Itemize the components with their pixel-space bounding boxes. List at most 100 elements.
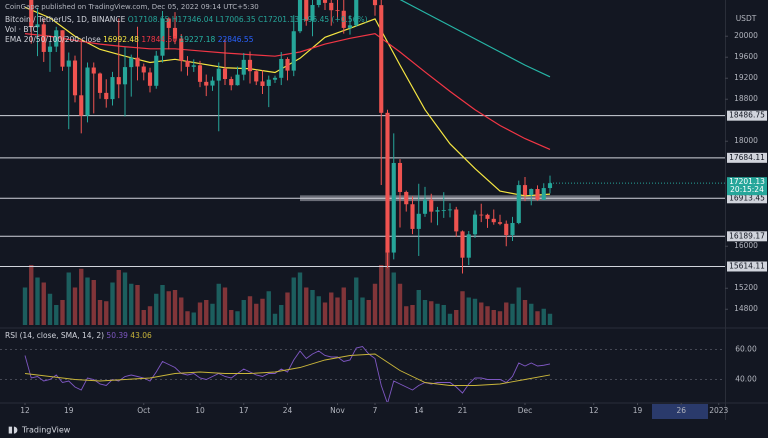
candle-body <box>122 67 128 85</box>
x-tick-label: Oct <box>137 406 150 415</box>
volume-bar <box>41 282 46 325</box>
x-tick-label: 24 <box>283 406 293 415</box>
candle-body <box>316 0 321 5</box>
candle-body <box>485 214 490 219</box>
candle-body <box>516 185 521 223</box>
candle-body <box>110 77 115 100</box>
candle-body <box>235 74 240 86</box>
volume-bar <box>122 272 128 325</box>
x-tick-label: 10 <box>195 406 205 415</box>
brand-logo: ▮◗ <box>8 426 18 436</box>
volume-bar <box>216 283 221 325</box>
candle-body <box>479 214 484 216</box>
candle-body <box>247 59 253 72</box>
volume-bar <box>366 300 371 325</box>
candle-body <box>197 65 203 82</box>
candle-body <box>541 188 546 200</box>
volume-bar <box>204 300 209 325</box>
volume-bar <box>22 287 28 325</box>
candle-body <box>529 189 534 196</box>
volume-bar <box>222 287 228 325</box>
volume-bar <box>454 310 459 325</box>
volume-bar <box>54 305 59 325</box>
volume-bar <box>335 297 340 325</box>
candle-body <box>329 2 334 11</box>
ema-legend: EMA 20/50/100/200 close 16992.48 17844.5… <box>5 35 254 44</box>
volume-bar <box>529 303 534 325</box>
y-tick-label: 18800 <box>734 94 758 103</box>
candle-body <box>185 60 190 67</box>
volume-bar <box>466 297 471 325</box>
candle-body <box>416 213 421 229</box>
volume-bar <box>285 292 290 325</box>
ema-value: 16992.48 <box>103 35 139 44</box>
volume-bar <box>304 287 309 325</box>
last-price-label: 17201.13 <box>729 177 765 186</box>
candle-body <box>322 0 328 3</box>
candle-body <box>135 57 140 67</box>
candle-body <box>54 30 59 47</box>
footer <box>0 420 768 438</box>
candle-body <box>160 18 165 56</box>
candle-body <box>272 77 278 80</box>
volume-bar <box>410 305 415 325</box>
volume-bar <box>79 268 84 325</box>
candle-body <box>129 57 134 68</box>
y-tick-label: 16000 <box>734 241 758 250</box>
rsi-sma-line <box>24 353 551 386</box>
y-tick-label: 19200 <box>734 73 758 82</box>
x-tick-label: 19 <box>633 406 643 415</box>
candle-body <box>72 60 78 96</box>
volume-bar <box>110 282 115 325</box>
candle-body <box>147 72 153 86</box>
volume-bar <box>191 312 196 325</box>
candle-body <box>172 27 178 39</box>
volume-bar <box>504 302 509 325</box>
candle-body <box>522 185 528 196</box>
x-tick-label: 17 <box>239 406 249 415</box>
candle-body <box>216 68 221 81</box>
x-tick-label: 2023 <box>709 406 728 415</box>
candle-body <box>291 31 296 71</box>
volume-bar <box>29 265 34 325</box>
candle-body <box>266 79 271 86</box>
ema-line <box>24 32 551 150</box>
volume-bar <box>472 298 478 325</box>
ema-value: 22846.55 <box>218 35 254 44</box>
y-tick-label: 19600 <box>734 52 758 61</box>
candle-body <box>391 162 396 253</box>
candle-body <box>260 81 265 86</box>
volume-bar <box>385 250 390 325</box>
rsi-line <box>24 345 551 402</box>
time-range-highlight <box>652 404 708 419</box>
rsi-value: 50.39 <box>106 331 128 340</box>
candle-body <box>497 222 503 224</box>
volume-bar <box>172 290 178 325</box>
volume-bar <box>279 305 284 325</box>
candle-body <box>410 204 415 229</box>
level-label: 16189.17 <box>729 231 765 240</box>
x-tick-label: 19 <box>64 406 74 415</box>
ohlc: O17108.65 H17346.04 L17006.35 C17201.13 … <box>128 15 368 24</box>
candle-body <box>347 25 353 28</box>
level-label: 18486.75 <box>729 111 765 120</box>
candle-body <box>104 92 109 100</box>
x-tick-label: 21 <box>458 406 468 415</box>
volume-bar <box>435 303 440 325</box>
candle-body <box>29 0 34 28</box>
candle-body <box>229 79 234 86</box>
volume-bar <box>329 292 334 325</box>
volume-bar <box>322 302 328 325</box>
ema-value: 19227.18 <box>180 35 216 44</box>
volume-bar <box>66 272 71 325</box>
rsi-label: RSI (14, close, SMA, 14, 2) <box>5 331 104 340</box>
volume-bar <box>547 313 553 325</box>
volume-bar <box>185 311 190 325</box>
ema-value: 17844.50 <box>141 35 177 44</box>
candle-body <box>341 10 346 28</box>
volume-bar <box>272 313 278 325</box>
volume-bar <box>354 277 359 325</box>
candle-body <box>379 5 384 113</box>
